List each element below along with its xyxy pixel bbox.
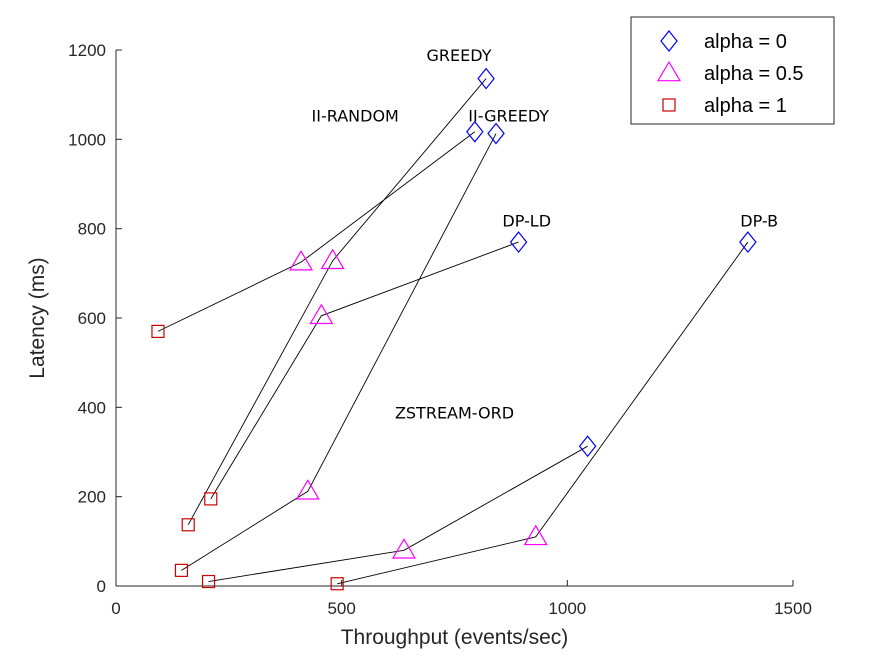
legend-label: alpha = 1 [704, 95, 787, 117]
y-tick-label: 600 [78, 309, 106, 328]
series-line-ii-random [157, 131, 476, 332]
series-line-greedy [187, 78, 487, 526]
y-tick-label: 1000 [68, 130, 106, 149]
annotation-ii-random: II-RANDOM [312, 106, 399, 125]
legend-marker-triangle [656, 60, 682, 82]
x-tick-label: 1500 [774, 599, 812, 618]
y-axis-title: Latency (ms) [26, 257, 49, 378]
data-point-dp-ld-alpha-0 [509, 231, 528, 254]
x-axis-title: Throughput (events/sec) [341, 626, 569, 649]
legend-box [630, 16, 835, 125]
y-tick-label: 400 [78, 398, 106, 417]
data-point-ii-greedy-alpha-0 [487, 122, 505, 145]
legend-marker-diamond [660, 30, 678, 52]
y-tick-label: 1200 [68, 41, 106, 60]
annotation-dp-ld: DP-LD [502, 211, 551, 230]
x-tick-label: 500 [327, 599, 355, 618]
y-tick-label: 800 [78, 220, 106, 239]
annotations: GREEDY II-RANDOM II-GREEDY DP-LD DP-B ZSTREAM… [312, 46, 778, 422]
x-tick-label: 1000 [548, 599, 586, 618]
data-point-dp-ld-alpha-1 [204, 492, 218, 506]
annotation-ii-greedy: II-GREEDY [468, 106, 549, 125]
data-point-ii-random-alpha-1 [151, 324, 165, 338]
data-point-zstream-ord-alpha-1 [201, 574, 216, 589]
y-tick-label: 200 [78, 488, 106, 507]
data-point-greedy-alpha-0-5 [320, 248, 345, 270]
x-tick-label: 0 [111, 599, 120, 618]
annotation-greedy: GREEDY [427, 46, 492, 65]
data-point-dp-b-alpha-1 [330, 577, 344, 591]
legend-marker-square [662, 98, 676, 112]
data-point-ii-greedy-alpha-0-5 [295, 479, 320, 500]
series-line-zstream-ord [208, 445, 588, 582]
data-point-ii-random-alpha-0 [466, 120, 484, 143]
series-line-ii-greedy [181, 133, 497, 571]
legend: alpha = 0 alpha = 0.5 alpha = 1 [630, 16, 835, 125]
series-line-dp-b [337, 241, 749, 585]
data-point-dp-b-alpha-0-5 [523, 524, 548, 546]
data-point-greedy-alpha-0 [477, 67, 495, 90]
legend-label: alpha = 0 [704, 31, 787, 53]
data-point-dp-ld-alpha-0-5 [309, 303, 334, 325]
series-line-dp-ld [210, 241, 519, 500]
annotation-dp-b: DP-B [740, 211, 778, 230]
legend-label: alpha = 0.5 [704, 63, 804, 85]
data-point-greedy-alpha-1 [181, 518, 195, 532]
axes: 0 500 1000 1500 0 200 400 600 800 1000 1200 Through… [26, 41, 812, 649]
data-point-ii-random-alpha-0-5 [288, 249, 314, 271]
series-lines [157, 78, 749, 585]
y-tick-label: 0 [97, 577, 106, 596]
data-point-ii-greedy-alpha-1 [174, 563, 189, 577]
data-point-zstream-ord-alpha-0 [578, 435, 597, 458]
data-point-zstream-ord-alpha-0-5 [391, 538, 416, 559]
series-markers [151, 67, 757, 591]
annotation-zstream-ord: ZSTREAM-ORD [395, 404, 514, 423]
data-point-dp-b-alpha-0 [739, 231, 757, 254]
